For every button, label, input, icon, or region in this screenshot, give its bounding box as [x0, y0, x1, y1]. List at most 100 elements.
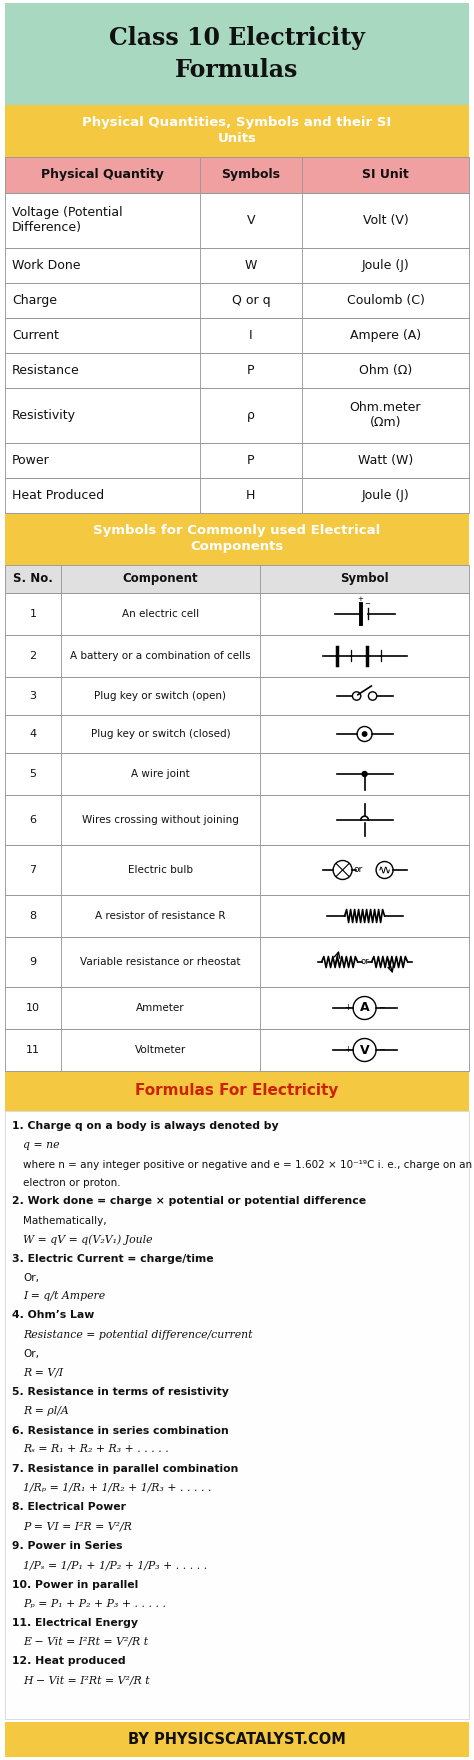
Text: A wire joint: A wire joint [131, 769, 190, 780]
Text: A resistor of resistance R: A resistor of resistance R [95, 912, 226, 920]
Text: Resistivity: Resistivity [12, 408, 76, 422]
Text: Symbols: Symbols [221, 169, 281, 181]
Bar [5, 248, 200, 283]
Bar [5, 194, 469, 248]
Text: Joule (J): Joule (J) [362, 259, 410, 273]
Bar [61, 987, 260, 1030]
Bar [5, 319, 469, 354]
Bar [5, 1721, 469, 1756]
Bar [5, 106, 469, 157]
Bar [260, 593, 469, 635]
Text: 11: 11 [26, 1045, 40, 1054]
Bar [260, 1030, 469, 1072]
Bar [5, 635, 61, 678]
Bar [5, 753, 469, 796]
Bar [5, 635, 469, 678]
Bar [61, 753, 260, 796]
Bar [5, 593, 469, 635]
Text: A: A [360, 1001, 369, 1014]
Bar [5, 1030, 469, 1072]
Text: Charge: Charge [12, 294, 57, 306]
Text: Variable resistance or rheostat: Variable resistance or rheostat [80, 957, 241, 966]
Bar [5, 387, 200, 444]
Bar [5, 845, 61, 896]
Text: I = q/t Ampere: I = q/t Ampere [23, 1292, 105, 1301]
Bar [5, 845, 469, 896]
Text: Q or q: Q or q [232, 294, 270, 306]
Text: 1. Charge q on a body is always denoted by: 1. Charge q on a body is always denoted … [12, 1121, 279, 1132]
Bar [200, 319, 302, 354]
Text: 5: 5 [29, 769, 36, 780]
Bar [5, 796, 61, 845]
Bar [5, 354, 469, 387]
Bar [302, 283, 469, 319]
Bar [260, 845, 469, 896]
Bar [260, 753, 469, 796]
Bar [5, 565, 469, 593]
Text: Class 10 Electricity
Formulas: Class 10 Electricity Formulas [109, 26, 365, 81]
Bar [5, 248, 469, 283]
Bar [5, 896, 469, 936]
Bar [5, 1072, 469, 1111]
Bar [5, 753, 61, 796]
Bar [200, 248, 302, 283]
Text: I: I [249, 329, 253, 341]
Text: A battery or a combination of cells: A battery or a combination of cells [70, 651, 251, 662]
Bar [302, 319, 469, 354]
Text: 1: 1 [29, 609, 36, 620]
Text: Component: Component [123, 572, 198, 586]
Text: Symbols for Commonly used Electrical
Components: Symbols for Commonly used Electrical Com… [93, 524, 381, 553]
Text: 1/Pₛ = 1/P₁ + 1/P₂ + 1/P₃ + . . . . .: 1/Pₛ = 1/P₁ + 1/P₂ + 1/P₃ + . . . . . [23, 1559, 207, 1570]
Circle shape [363, 732, 367, 736]
Text: 8: 8 [29, 912, 36, 920]
Bar [61, 936, 260, 987]
Text: 1/Rₚ = 1/R₁ + 1/R₂ + 1/R₃ + . . . . .: 1/Rₚ = 1/R₁ + 1/R₂ + 1/R₃ + . . . . . [23, 1484, 211, 1492]
Bar [302, 479, 469, 512]
Bar [302, 194, 469, 248]
Bar [5, 248, 469, 283]
Text: +: + [358, 597, 364, 602]
Bar [5, 1111, 469, 1720]
Bar [5, 444, 469, 479]
Text: Volt (V): Volt (V) [363, 215, 409, 227]
Text: Rₛ = R₁ + R₂ + R₃ + . . . . .: Rₛ = R₁ + R₂ + R₃ + . . . . . [23, 1445, 169, 1454]
Text: Electric bulb: Electric bulb [128, 864, 193, 875]
Bar [5, 319, 200, 354]
Text: E − Vit = I²Rt = V²/R t: E − Vit = I²Rt = V²/R t [23, 1637, 148, 1647]
Bar [5, 896, 469, 936]
Text: Or,: Or, [23, 1272, 39, 1283]
Bar [5, 678, 469, 715]
Text: Plug key or switch (open): Plug key or switch (open) [94, 692, 227, 700]
Text: −: − [379, 1045, 386, 1054]
Bar [61, 565, 260, 593]
Bar [5, 479, 200, 512]
Bar [5, 987, 61, 1030]
Text: 12. Heat produced: 12. Heat produced [12, 1656, 126, 1667]
Text: Plug key or switch (closed): Plug key or switch (closed) [91, 729, 230, 739]
Text: 8. Electrical Power: 8. Electrical Power [12, 1503, 126, 1512]
Text: 4. Ohm’s Law: 4. Ohm’s Law [12, 1311, 94, 1320]
Text: +: + [344, 1003, 351, 1012]
Text: 9. Power in Series: 9. Power in Series [12, 1542, 122, 1551]
Bar [61, 1030, 260, 1072]
Bar [260, 715, 469, 753]
Text: electron or proton.: electron or proton. [23, 1177, 120, 1188]
Bar [5, 565, 469, 593]
Text: Power: Power [12, 454, 50, 466]
Text: 7. Resistance in parallel combination: 7. Resistance in parallel combination [12, 1464, 238, 1473]
Text: Mathematically,: Mathematically, [23, 1216, 107, 1225]
Text: q = ne: q = ne [23, 1140, 60, 1149]
Text: V: V [246, 215, 255, 227]
Text: Watt (W): Watt (W) [358, 454, 413, 466]
Bar [5, 896, 61, 936]
Text: Voltage (Potential
Difference): Voltage (Potential Difference) [12, 206, 123, 234]
Bar [260, 936, 469, 987]
Bar [5, 387, 469, 444]
Bar [5, 1111, 469, 1720]
Bar [302, 354, 469, 387]
Text: BY PHYSICSCATALYST.COM: BY PHYSICSCATALYST.COM [128, 1732, 346, 1748]
Bar [61, 593, 260, 635]
Bar [200, 194, 302, 248]
Text: P: P [247, 364, 255, 377]
Text: Ohm (Ω): Ohm (Ω) [359, 364, 412, 377]
